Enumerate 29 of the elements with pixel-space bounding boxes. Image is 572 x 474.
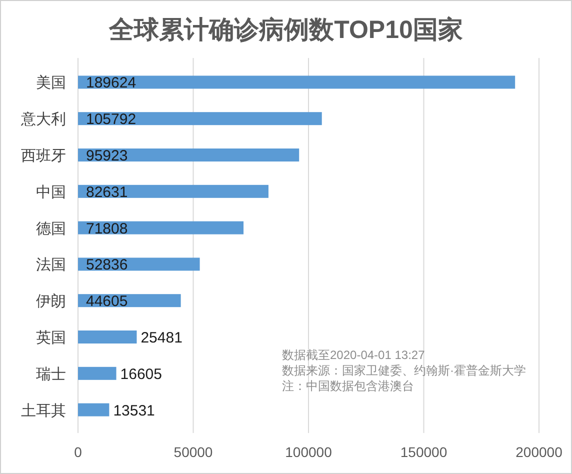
data-label: 44605 bbox=[86, 293, 128, 310]
x-tick-label: 100000 bbox=[285, 444, 332, 460]
x-tick-label: 0 bbox=[74, 444, 82, 460]
data-label: 189624 bbox=[86, 74, 136, 92]
x-tick-label: 50000 bbox=[174, 444, 213, 460]
y-tick-label: 美国 bbox=[36, 74, 66, 92]
title: 全球累计确诊病例数TOP10国家 bbox=[109, 16, 463, 44]
annotation: 数据来源：国家卫健委、约翰斯·霍普金斯大学 bbox=[282, 364, 526, 378]
y-tick-label: 意大利 bbox=[21, 111, 66, 128]
data-label: 105792 bbox=[86, 111, 136, 128]
x-tick-label: 200000 bbox=[516, 444, 562, 460]
annotation: 注：中国数据包含港澳台 bbox=[282, 379, 414, 393]
y-tick-label: 伊朗 bbox=[36, 293, 66, 310]
data-label: 95923 bbox=[86, 148, 128, 164]
data-label: 52836 bbox=[86, 256, 128, 274]
y-tick-label: 德国 bbox=[36, 220, 66, 238]
x-tick-label: 150000 bbox=[400, 444, 448, 460]
data-label: 16605 bbox=[120, 366, 162, 383]
data-label: 13531 bbox=[113, 402, 155, 420]
y-tick-label: 英国 bbox=[36, 330, 66, 346]
data-label: 82631 bbox=[86, 184, 128, 201]
annotation: 数据截至2020-04-01 13:27 bbox=[282, 348, 425, 362]
y-tick-label: 西班牙 bbox=[21, 148, 66, 164]
y-tick-label: 中国 bbox=[36, 184, 66, 201]
data-label: 25481 bbox=[140, 330, 182, 346]
y-tick-label: 土耳其 bbox=[21, 402, 66, 420]
data-label: 71808 bbox=[86, 220, 128, 238]
y-tick-label: 瑞士 bbox=[36, 366, 66, 383]
y-tick-label: 法国 bbox=[36, 256, 66, 274]
